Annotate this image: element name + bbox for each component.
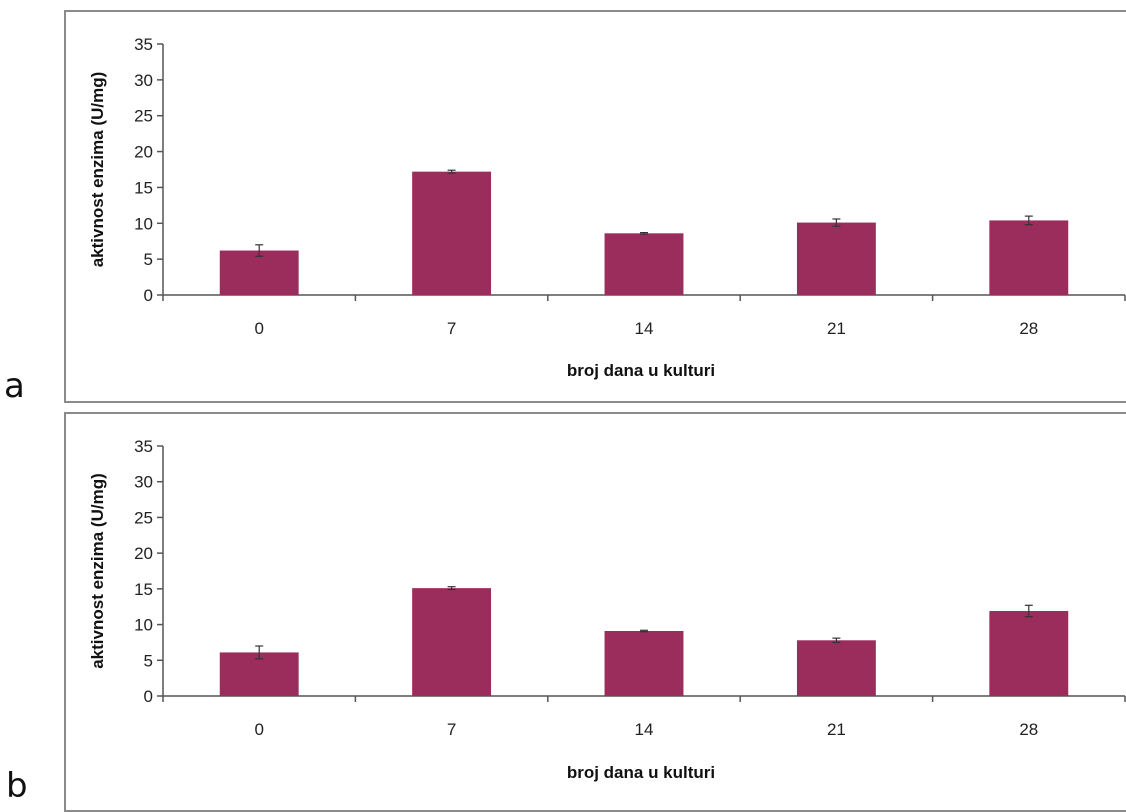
y-axis-title-b: aktivnost enzima (U/mg): [88, 473, 107, 669]
y-tick-label-a-2: 10: [134, 214, 153, 233]
y-tick-label-b-7: 35: [134, 437, 153, 456]
bar-b-14: [604, 631, 684, 696]
y-tick-label-a-0: 0: [144, 286, 153, 305]
bar-b-7: [412, 588, 492, 696]
bar-b-21: [796, 640, 876, 696]
x-tick-label-a-28: 28: [1019, 319, 1038, 338]
bar-a-0: [219, 250, 299, 295]
x-tick-label-b-7: 7: [447, 720, 456, 739]
y-tick-label-a-4: 20: [134, 143, 153, 162]
y-tick-label-b-4: 20: [134, 544, 153, 563]
y-tick-label-b-0: 0: [144, 687, 153, 706]
y-tick-label-a-6: 30: [134, 71, 153, 90]
x-tick-label-b-14: 14: [635, 720, 654, 739]
bar-a-14: [604, 233, 684, 295]
bar-b-0: [219, 652, 299, 696]
chart-frame-a: [64, 10, 1126, 403]
y-axis-title-a: aktivnost enzima (U/mg): [88, 72, 107, 268]
x-tick-label-b-21: 21: [827, 720, 846, 739]
x-tick-label-b-0: 0: [254, 720, 263, 739]
x-tick-label-a-7: 7: [447, 319, 456, 338]
x-tick-label-a-14: 14: [635, 319, 654, 338]
y-tick-label-a-1: 5: [144, 250, 153, 269]
x-tick-label-a-0: 0: [254, 319, 263, 338]
y-tick-label-b-2: 10: [134, 616, 153, 635]
bar-a-21: [796, 222, 876, 295]
y-tick-label-a-3: 15: [134, 178, 153, 197]
bar-a-28: [989, 220, 1069, 295]
y-tick-label-a-5: 25: [134, 107, 153, 126]
y-tick-label-b-3: 15: [134, 580, 153, 599]
x-tick-label-a-21: 21: [827, 319, 846, 338]
chart-b: 0 5 10 15 20 25 30 35 0 7 14 21 28 broj dana u kultur…: [88, 437, 1126, 782]
y-tick-label-b-6: 30: [134, 473, 153, 492]
y-tick-label-b-5: 25: [134, 508, 153, 527]
y-tick-label-b-1: 5: [144, 651, 153, 670]
x-tick-label-b-28: 28: [1019, 720, 1038, 739]
bar-b-28: [989, 611, 1069, 696]
panel-label-b: b: [6, 766, 28, 806]
x-axis-title-a: broj dana u kulturi: [567, 361, 715, 380]
y-tick-label-a-7: 35: [134, 35, 153, 54]
panel-label-a: a: [4, 366, 25, 406]
chart-frame-b: [64, 412, 1126, 812]
x-axis-title-b: broj dana u kulturi: [567, 763, 715, 782]
bar-a-7: [412, 171, 492, 295]
chart-a: 0 5 10 15 20 25 30 35 0 7 14 21 28 broj dana u kultur…: [88, 35, 1126, 380]
